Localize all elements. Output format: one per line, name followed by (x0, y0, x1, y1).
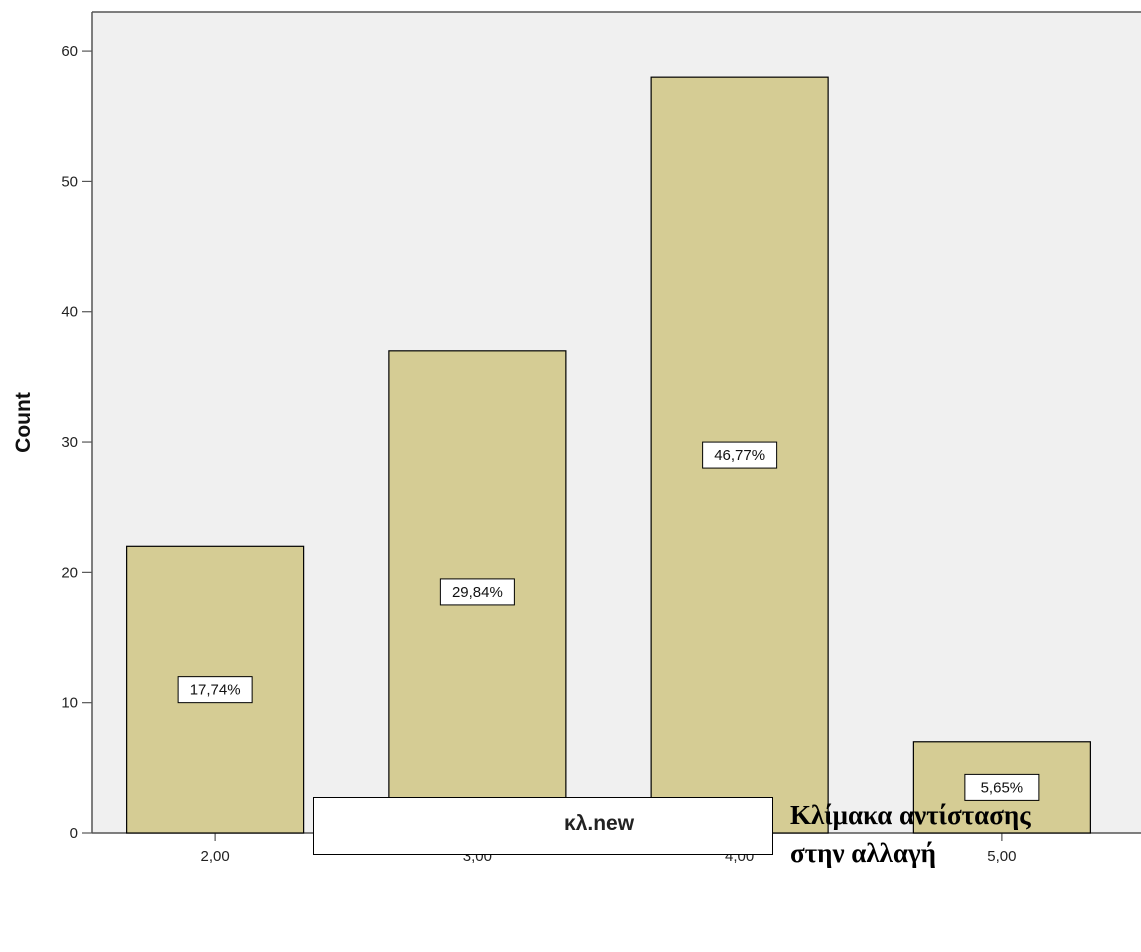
data-label-text: 17,74% (190, 682, 241, 699)
x-axis-label-box: κλ.new (313, 797, 773, 855)
data-label-box (177, 676, 253, 704)
y-tick-label: 10 (61, 695, 78, 712)
caption-line-2: στην αλλαγή (790, 838, 936, 868)
data-label: 29,84% (439, 578, 515, 606)
caption: Κλίμακα αντίστασης στην αλλαγή (790, 796, 1140, 872)
data-label: 5,65% (964, 773, 1040, 801)
data-label-text: 29,84% (452, 584, 503, 601)
caption-line-1: Κλίμακα αντίστασης (790, 800, 1031, 830)
y-axis-label: Count (12, 392, 35, 453)
x-tick-label: 2,00 (201, 848, 230, 865)
data-label: 46,77% (702, 441, 778, 469)
x-tick-label: 5,00 (987, 848, 1016, 865)
data-label-text: 5,65% (981, 779, 1024, 796)
y-tick-label: 20 (61, 564, 78, 581)
data-label-text: 46,77% (714, 447, 765, 464)
bars (126, 76, 1091, 834)
y-tick-label: 0 (70, 825, 78, 842)
y-tick-label: 60 (61, 43, 78, 60)
data-labels: 17,74% 29,84% 46,77% 5,65% (177, 441, 1040, 801)
data-label-box (964, 773, 1040, 801)
data-label-box (439, 578, 515, 606)
y-tick-label: 40 (61, 304, 78, 321)
x-axis-label: κλ.new (564, 812, 635, 835)
y-tick-label: 50 (61, 173, 78, 190)
y-tick-label: 30 (61, 434, 78, 451)
data-label: 17,74% (177, 676, 253, 704)
y-axis: 0 10 20 30 40 50 60 (61, 11, 1141, 842)
data-label-box (702, 441, 778, 469)
